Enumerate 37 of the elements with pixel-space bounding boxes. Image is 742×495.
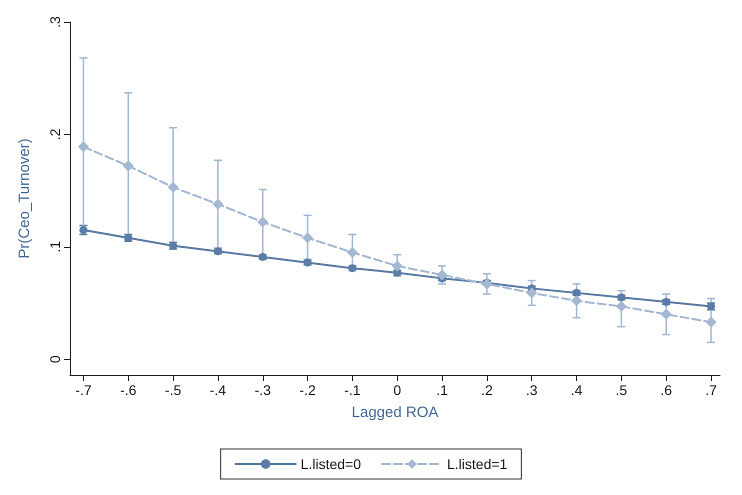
- x-tick-label: .3: [526, 382, 538, 398]
- x-tick-label: -.2: [299, 382, 316, 398]
- point: [706, 316, 717, 328]
- x-tick-label: -.7: [75, 382, 92, 398]
- point: [660, 308, 672, 320]
- legend-label: L.listed=1: [447, 456, 508, 472]
- point: [168, 182, 179, 193]
- y-tick-label: 0: [47, 355, 63, 364]
- point: [212, 198, 224, 210]
- x-axis-title: Lagged ROA: [352, 404, 438, 421]
- point: [122, 160, 134, 172]
- x-tick-label: -.6: [120, 382, 137, 398]
- x-tick-label: -.5: [164, 382, 182, 398]
- x-tick-label: -.1: [344, 382, 361, 398]
- x-tick-label: 0: [393, 382, 402, 398]
- point: [392, 260, 403, 272]
- x-tick-label: .2: [481, 382, 493, 398]
- x-tick-label: .1: [436, 382, 448, 398]
- point: [571, 295, 582, 306]
- legend-label: L.listed=0: [300, 456, 362, 472]
- x-tick-label: .6: [660, 382, 672, 398]
- x-tick-label: -.3: [254, 382, 272, 398]
- x-tick-label: -.4: [210, 382, 226, 398]
- x-tick-label: .7: [705, 382, 718, 398]
- y-tick-label: .3: [47, 16, 63, 28]
- x-tick-label: .4: [570, 382, 583, 398]
- point: [78, 141, 89, 152]
- y-tick-label: .2: [47, 128, 63, 140]
- point: [616, 300, 627, 312]
- point: [526, 287, 538, 298]
- point: [346, 246, 358, 258]
- x-tick-label: .5: [616, 382, 628, 398]
- y-tick-label: .1: [47, 240, 63, 253]
- y-axis-title: Pr(Ceo_Turnover): [16, 138, 33, 259]
- point: [257, 216, 268, 228]
- point: [436, 269, 448, 280]
- point: [302, 232, 314, 244]
